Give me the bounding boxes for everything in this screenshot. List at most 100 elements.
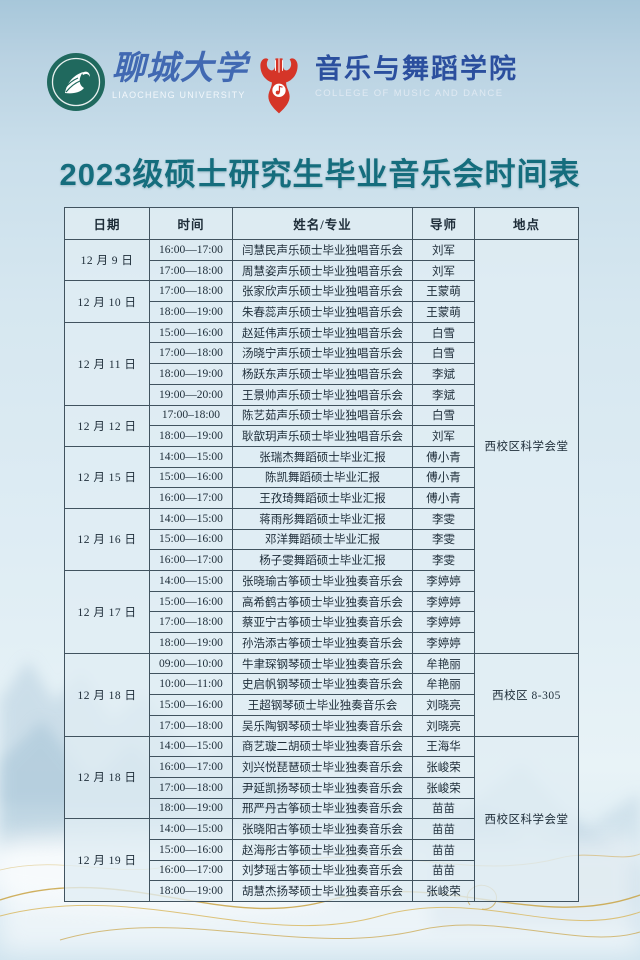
time-cell: 16:00—17:00: [149, 239, 233, 261]
table-row: 15:00—16:00 邓洋舞蹈硕士毕业汇报 李雯: [65, 528, 579, 551]
name-cell: 孙浩添古筝硕士毕业独奏音乐会: [232, 632, 413, 654]
time-cell: 16:00—17:00: [149, 756, 233, 778]
time-cell: 15:00—16:00: [149, 466, 233, 489]
mentor-cell: 苗苗: [412, 838, 475, 861]
name-cell: 王孜琦舞蹈硕士毕业汇报: [232, 487, 413, 509]
mentor-cell: 傅小青: [412, 445, 475, 468]
mentor-cell: 白雪: [412, 404, 475, 427]
college-name-en: COLLEGE OF MUSIC AND DANCE: [315, 88, 504, 99]
name-cell: 吴乐陶钢琴硕士毕业独奏音乐会: [232, 714, 413, 737]
mentor-cell: 白雪: [412, 321, 475, 344]
time-cell: 15:00—16:00: [149, 838, 233, 861]
table-row: 12 月 17 日 14:00—15:00 张晓瑜古筝硕士毕业独奏音乐会 李婷婷: [64, 570, 579, 654]
table-row: 16:00—17:00 杨子雯舞蹈硕士毕业汇报 李雯: [65, 549, 579, 571]
lyre-icon: [260, 58, 298, 114]
mentor-cell: 张峻荣: [412, 880, 475, 902]
location-cell: 西校区科学会堂: [474, 735, 579, 902]
university-name-cn: 聊城大学: [112, 51, 248, 87]
column-header: 姓名/专业: [232, 207, 413, 240]
time-cell: 14:00—15:00: [149, 507, 233, 530]
date-cell: 12 月 10 日: [64, 280, 150, 323]
name-cell: 赵海彤古筝硕士毕业独奏音乐会: [232, 838, 413, 861]
time-cell: 17:00–18:00: [149, 404, 233, 427]
date-cell: 12 月 18 日: [64, 652, 150, 737]
time-cell: 19:00—20:00: [149, 383, 233, 406]
table-row: 12 月 18 日 14:00—15:00 商艺璇二胡硕士毕业独奏音乐会 王海华 西校区…: [64, 735, 579, 902]
name-cell: 蔡亚宁古筝硕士毕业独奏音乐会: [232, 611, 413, 634]
time-cell: 17:00—18:00: [149, 776, 233, 799]
name-cell: 周慧姿声乐硕士毕业独唱音乐会: [232, 259, 413, 282]
name-cell: 闫慧民声乐硕士毕业独唱音乐会: [232, 239, 413, 261]
mentor-cell: 李斌: [412, 383, 475, 406]
date-cell: 12 月 12 日: [64, 404, 150, 447]
time-cell: 15:00—16:00: [149, 528, 233, 551]
table-row: 18:00—19:00 耿歆玥声乐硕士毕业独唱音乐会 刘军: [65, 425, 579, 447]
time-cell: 17:00—18:00: [149, 611, 233, 634]
mentor-cell: 李婷婷: [412, 570, 475, 592]
table-row: 16:00—17:00 王孜琦舞蹈硕士毕业汇报 傅小青: [65, 487, 579, 509]
time-cell: 14:00—15:00: [149, 735, 233, 758]
time-cell: 14:00—15:00: [149, 570, 233, 592]
table-row: 17:00—18:00 周慧姿声乐硕士毕业独唱音乐会 刘军: [65, 259, 579, 282]
mentor-cell: 苗苗: [412, 818, 475, 840]
mentor-cell: 刘军: [412, 239, 475, 261]
time-cell: 18:00—19:00: [149, 425, 233, 447]
table-header-row: 日期 时间 姓名/专业 导师 地点: [64, 207, 579, 240]
table-row: 17:00—18:00 汤晓宁声乐硕士毕业独唱音乐会 白雪: [65, 342, 579, 365]
time-cell: 14:00—15:00: [149, 445, 233, 468]
name-cell: 高希鹤古筝硕士毕业独奏音乐会: [232, 590, 413, 613]
mentor-cell: 苗苗: [412, 859, 475, 882]
date-cell: 12 月 17 日: [64, 570, 150, 654]
mentor-cell: 李雯: [412, 549, 475, 571]
date-cell: 12 月 15 日: [64, 445, 150, 509]
mentor-cell: 牟艳丽: [412, 673, 475, 696]
mentor-cell: 张峻荣: [412, 776, 475, 799]
name-cell: 张晓瑜古筝硕士毕业独奏音乐会: [232, 570, 413, 592]
college-name-cn: 音乐与舞蹈学院: [315, 54, 518, 84]
name-cell: 王超钢琴硕士毕业独奏音乐会: [232, 694, 413, 716]
name-cell: 张瑞杰舞蹈硕士毕业汇报: [232, 445, 413, 468]
name-cell: 邓洋舞蹈硕士毕业汇报: [232, 528, 413, 551]
location-cell: 西校区 8-305: [474, 652, 579, 737]
time-cell: 18:00—19:00: [149, 632, 233, 654]
mentor-cell: 王蒙萌: [412, 280, 475, 303]
name-cell: 张晓阳古筝硕士毕业独奏音乐会: [232, 818, 413, 840]
name-cell: 史启帆钢琴硕士毕业独奏音乐会: [232, 673, 413, 696]
name-cell: 刘兴悦琵琶硕士毕业独奏音乐会: [232, 756, 413, 778]
time-cell: 14:00—15:00: [149, 818, 233, 840]
date-cell: 12 月 9 日: [64, 238, 150, 282]
music-college-logo: [251, 54, 307, 114]
time-cell: 16:00—17:00: [149, 859, 233, 882]
table-row: 18:00—19:00 孙浩添古筝硕士毕业独奏音乐会 李婷婷: [65, 632, 579, 654]
mentor-cell: 王蒙萌: [412, 301, 475, 323]
time-cell: 16:00—17:00: [149, 549, 233, 571]
mentor-cell: 苗苗: [412, 797, 475, 820]
column-header: 地点: [474, 207, 579, 240]
table-row: 12 月 18 日 09:00—10:00 牛聿琛钢琴硕士毕业独奏音乐会 牟艳丽 西校区…: [64, 652, 579, 737]
name-cell: 王景帅声乐硕士毕业独唱音乐会: [232, 383, 413, 406]
time-cell: 18:00—19:00: [149, 797, 233, 820]
name-cell: 邢严丹古筝硕士毕业独奏音乐会: [232, 797, 413, 820]
table-row: 12 月 12 日 17:00–18:00 陈艺茹声乐硕士毕业独唱音乐会 白雪: [64, 404, 579, 447]
date-cell: 12 月 18 日: [64, 735, 150, 820]
table-row: 18:00—19:00 杨跃东声乐硕士毕业独唱音乐会 李斌: [65, 363, 579, 385]
name-cell: 张家欣声乐硕士毕业独唱音乐会: [232, 280, 413, 303]
time-cell: 09:00—10:00: [149, 652, 233, 675]
time-cell: 15:00—16:00: [149, 694, 233, 716]
page-title: 2023级硕士研究生毕业音乐会时间表: [59, 156, 581, 192]
name-cell: 赵延伟声乐硕士毕业独唱音乐会: [232, 321, 413, 344]
mentor-cell: 李雯: [412, 507, 475, 530]
mentor-cell: 刘军: [412, 259, 475, 282]
name-cell: 陈艺茹声乐硕士毕业独唱音乐会: [232, 404, 413, 427]
liaocheng-university-logo: [46, 52, 106, 112]
mentor-cell: 张峻荣: [412, 756, 475, 778]
name-cell: 胡慧杰扬琴硕士毕业独奏音乐会: [232, 880, 413, 902]
university-name-en: LIAOCHENG UNIVERSITY: [112, 90, 246, 100]
name-cell: 尹延凯扬琴硕士毕业独奏音乐会: [232, 776, 413, 799]
time-cell: 10:00—11:00: [149, 673, 233, 696]
time-cell: 18:00—19:00: [149, 301, 233, 323]
time-cell: 15:00—16:00: [149, 590, 233, 613]
name-cell: 蒋雨彤舞蹈硕士毕业汇报: [232, 507, 413, 530]
name-cell: 刘梦瑶古筝硕士毕业独奏音乐会: [232, 859, 413, 882]
